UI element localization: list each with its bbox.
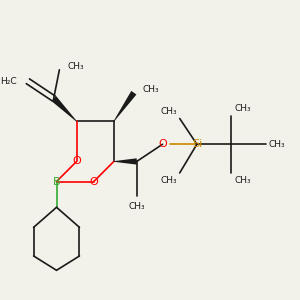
Text: CH₃: CH₃ <box>160 106 177 116</box>
Text: O: O <box>72 157 81 166</box>
Text: CH₃: CH₃ <box>160 176 177 185</box>
Text: CH₃: CH₃ <box>128 202 145 211</box>
Text: Si: Si <box>192 139 202 149</box>
Text: CH₃: CH₃ <box>234 104 251 113</box>
Text: O: O <box>89 176 98 187</box>
Text: O: O <box>158 139 167 149</box>
Text: B: B <box>53 176 60 187</box>
Text: CH₃: CH₃ <box>268 140 285 149</box>
Polygon shape <box>114 158 137 165</box>
Text: CH₃: CH₃ <box>68 62 85 71</box>
Text: H₂C: H₂C <box>0 77 16 86</box>
Polygon shape <box>51 96 77 122</box>
Polygon shape <box>114 91 136 122</box>
Text: CH₃: CH₃ <box>234 176 251 185</box>
Text: CH₃: CH₃ <box>142 85 159 94</box>
